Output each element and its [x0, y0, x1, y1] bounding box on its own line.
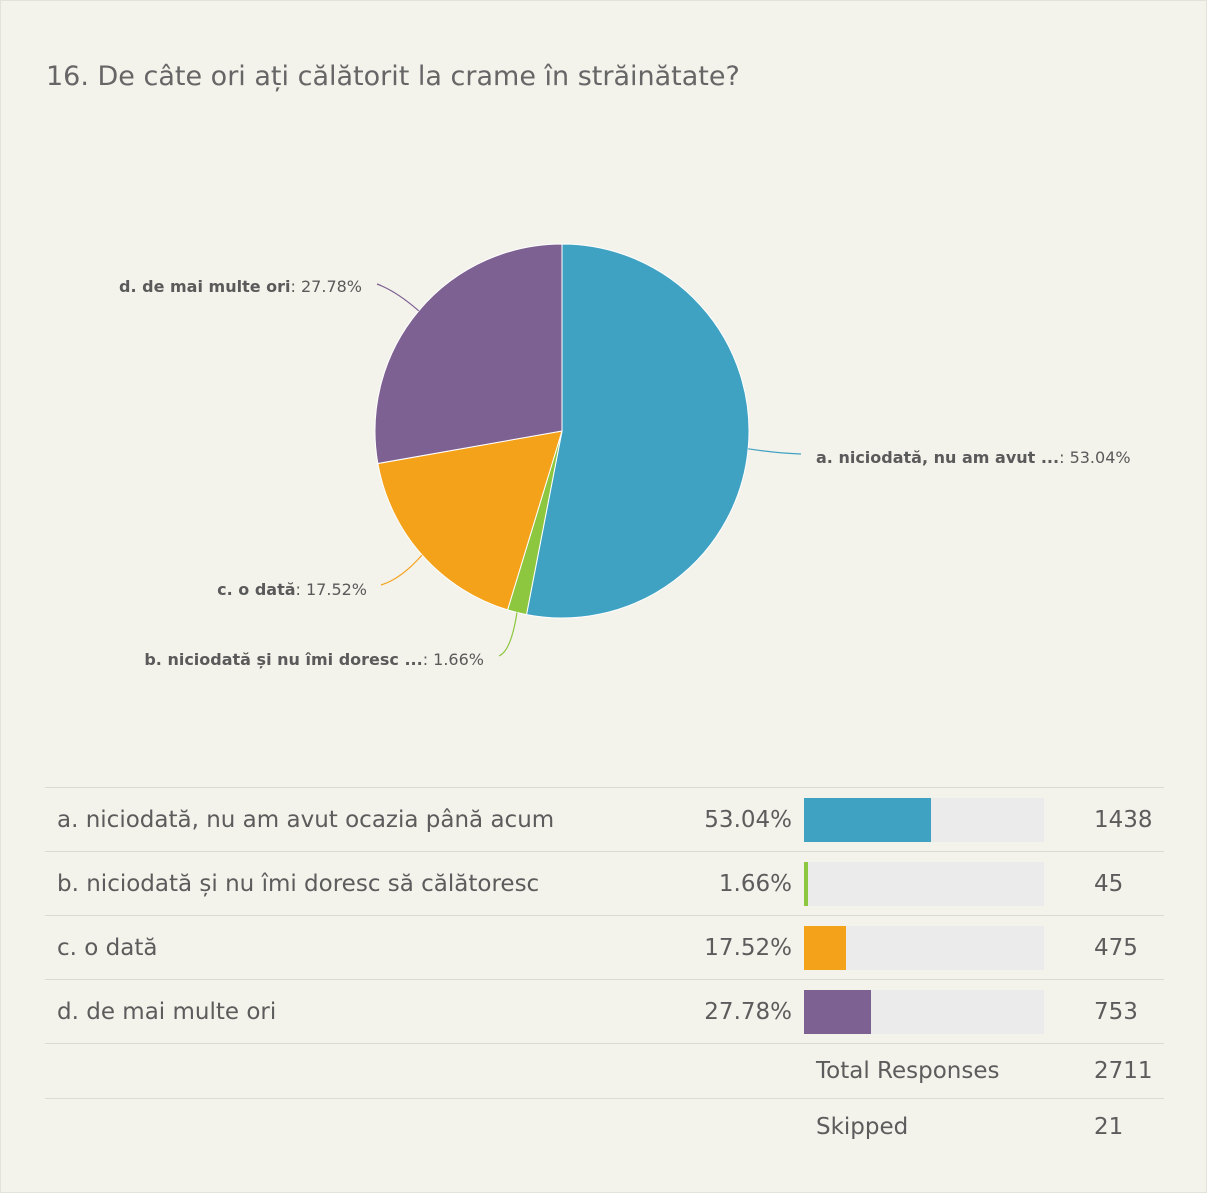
- pie-label-b: b. niciodată și nu îmi doresc ...: 1.66%: [144, 650, 484, 669]
- answer-percent: 27.78%: [677, 979, 804, 1044]
- answer-bar-fill: [804, 925, 847, 970]
- pie-chart: a. niciodată, nu am avut ...: 53.04% b. n…: [119, 243, 1131, 669]
- pie-label-c: c. o dată: 17.52%: [217, 580, 367, 599]
- pie-slice-a: [525, 243, 750, 619]
- table-row: c. o dată 17.52% 475: [45, 915, 1164, 980]
- answer-bar-track: [804, 797, 1044, 842]
- answer-percent: 53.04%: [677, 787, 804, 852]
- skipped-label: Skipped: [804, 1098, 1044, 1155]
- total-responses-value: 2711: [1044, 1043, 1164, 1099]
- skipped-row: Skipped 21: [45, 1098, 1164, 1155]
- answer-label: b. niciodată și nu îmi doresc să călător…: [45, 851, 677, 916]
- answer-count: 475: [1044, 915, 1164, 980]
- question-title: 16. De câte ori ați călătorit la crame î…: [46, 61, 740, 92]
- skipped-value: 21: [1044, 1098, 1164, 1155]
- answer-count: 45: [1044, 851, 1164, 916]
- pie-slice-d: [374, 243, 563, 465]
- pie-leader-line-d: [376, 283, 420, 312]
- table-row: b. niciodată și nu îmi doresc să călător…: [45, 851, 1164, 916]
- answer-count: 753: [1044, 979, 1164, 1044]
- answer-bar-fill: [804, 861, 808, 906]
- table-row: d. de mai multe ori 27.78% 753: [45, 979, 1164, 1044]
- answer-bar-track: [804, 861, 1044, 906]
- pie-label-a: a. niciodată, nu am avut ...: 53.04%: [816, 448, 1131, 467]
- answer-count: 1438: [1044, 787, 1164, 852]
- answer-bar-track: [804, 925, 1044, 970]
- answer-percent: 17.52%: [677, 915, 804, 980]
- answer-label: a. niciodată, nu am avut ocazia până acu…: [45, 787, 677, 852]
- pie-leader-line-b: [498, 612, 518, 657]
- results-table: a. niciodată, nu am avut ocazia până acu…: [45, 787, 1164, 1155]
- pie-leader-line-a: [748, 448, 802, 455]
- answer-bar-fill: [804, 989, 871, 1034]
- answer-bar-track: [804, 989, 1044, 1034]
- table-row: a. niciodată, nu am avut ocazia până acu…: [45, 787, 1164, 852]
- answer-label: d. de mai multe ori: [45, 979, 677, 1044]
- pie-slice-c: [377, 430, 563, 611]
- pie-leader-line-c: [380, 554, 423, 586]
- pie-label-d: d. de mai multe ori: 27.78%: [119, 277, 362, 296]
- total-responses-label: Total Responses: [804, 1043, 1044, 1099]
- answer-label: c. o dată: [45, 915, 677, 980]
- answer-bar-fill: [804, 797, 932, 842]
- total-responses-row: Total Responses 2711: [45, 1043, 1164, 1099]
- answer-percent: 1.66%: [677, 851, 804, 916]
